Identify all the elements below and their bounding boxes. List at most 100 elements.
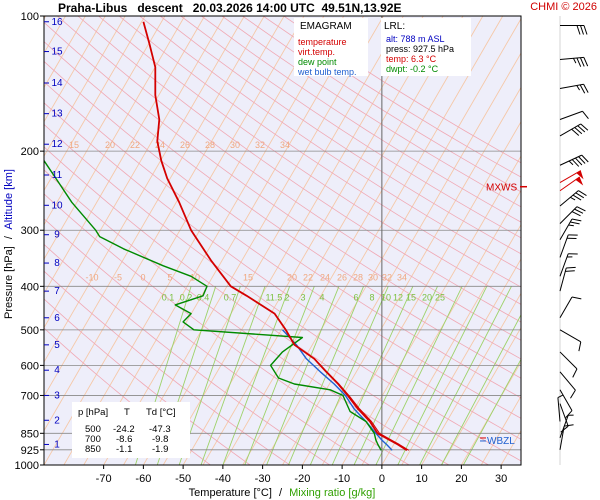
mxws-label: MXWS [486,183,517,194]
profile-series [44,21,410,452]
isotherm-label: 30 [368,272,378,282]
isotherm-label: 26 [337,272,347,282]
isotherm-line [222,16,484,465]
wind-barb-staff [559,329,582,343]
isotherm-line [162,16,424,465]
isotherm-line [341,155,521,465]
isotherm-label: 26 [180,140,190,150]
legend-item-dew-point: dew point [298,57,337,67]
wind-barb-pennant [576,170,584,180]
level-table-header-t: T [124,407,130,418]
wind-barb [557,394,563,422]
temperature-tick-label: 20 [455,473,467,485]
temperature-tick-label: -50 [175,473,191,485]
wind-barb-feather [583,84,589,93]
wind-barb-staff [559,190,579,207]
wind-barb-staff [559,83,584,89]
lrl-temperature: temp: 6.3 °C [386,54,437,64]
wind-barb [559,170,584,184]
wind-barb-half-feather [557,394,563,399]
isotherm-line [44,16,146,192]
wind-barb [559,83,589,94]
isotherm-label: 34 [397,272,407,282]
lrl-pressure: press: 927.5 hPa [386,44,454,54]
wind-barb-pennant [575,176,584,186]
wind-barb [559,206,586,224]
mixing-ratio-line [331,286,414,465]
wind-barbs-column [557,16,589,465]
mixing-ratio-label: 6 [353,292,358,302]
wind-barb-staff [559,123,582,137]
wind-barb [559,190,587,207]
isotherm-line [83,16,345,465]
mixing-ratio-line [375,286,463,465]
mixing-ratio-label: 12 [393,292,403,302]
altitude-tick-label: 3 [54,390,60,401]
mixing-ratio-label: 0.7 [224,292,237,302]
mixing-ratio-label: 2 [284,292,289,302]
isotherm-label: 34 [280,140,290,150]
wind-barb-feather [578,190,587,197]
wind-barb-feather [571,159,580,167]
pressure-tick-label: 925 [21,445,39,457]
wind-barb-staff [559,218,573,240]
svg-text:Temperature [°C] /: Temperature [°C] / Mixing ratio [g/kg] [189,487,376,499]
isotherm-label: 30 [230,140,240,150]
lrl-dewpoint: dwpt: -0.2 °C [386,64,439,74]
legend-item-temperature: temperature [298,37,347,47]
altitude-tick-label: 9 [54,230,60,241]
temperature-tick-label: -40 [215,473,231,485]
temperature-tick-label: -10 [334,473,350,485]
wind-barb-feather [576,25,581,35]
series-line-wet-bulb-temp [281,329,393,451]
dry-adiabat-line [77,16,521,323]
wind-barb-feather [568,234,578,236]
isotherm-line [44,16,186,260]
isotherm-label: 22 [303,272,313,282]
plot-frame [43,15,522,466]
pressure-tick-label: 600 [21,360,39,372]
isotherm-line [242,16,504,465]
mixing-ratio-label: 8 [369,292,374,302]
wind-barb-feather [578,156,586,164]
altitude-tick-label: 7 [54,286,60,297]
temperature-tick-label: -20 [294,473,310,485]
pressure-tick-label: 1000 [15,460,39,472]
wind-barb-feather [574,127,583,135]
series-line-temperature [142,21,408,452]
isotherm-line [44,16,265,398]
level-table-row-850-p: 850 [85,444,101,455]
wind-barb-feather [582,110,589,120]
dry-adiabat-line [98,16,521,305]
y-axis-title: Pressure [hPa] / Altitude [km] [3,169,15,319]
wind-barb [559,296,582,319]
mixing-ratio-label: 4 [319,292,324,302]
isotherm-label: 28 [353,272,363,282]
wind-barb-half-feather [568,160,574,166]
temperature-tick-label: 30 [495,473,507,485]
wind-barb-feather [571,211,581,217]
x-axis-label: Temperature [°C] [189,487,272,499]
wind-barb-staff [559,154,582,166]
legend-title: EMAGRAM [300,21,352,32]
wind-barb-half-feather [570,196,576,201]
pressure-tick-label: 400 [21,281,39,293]
level-table-header-td: Td [°C] [146,407,176,418]
isotherm-label: 10 [190,272,200,282]
isotherm-line [44,16,126,157]
wind-barb-feather [583,25,588,35]
wind-barb-half-feather [576,85,581,91]
altitude-tick-label: 4 [54,365,60,376]
mixing-ratio-label: 25 [435,292,445,302]
mixing-ratio-label: 1.5 [270,292,283,302]
wind-barb-staff [559,351,578,370]
isotherm-line [520,464,521,465]
wbzl-label: WBZL [487,436,515,447]
x-axis-sep: / [279,487,283,499]
wind-barb-feather [572,194,582,201]
temperature-tick-label: -30 [255,473,271,485]
isotherm-line [44,16,166,226]
wind-barb-staff [559,234,569,258]
